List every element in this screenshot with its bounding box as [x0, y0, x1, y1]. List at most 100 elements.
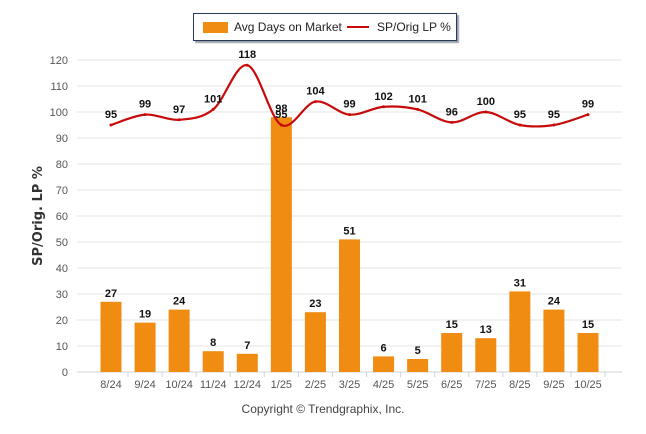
line-point [109, 123, 113, 127]
bar-series [100, 117, 599, 372]
x-axis-ticks: 8/24 9/24 10/24 11/24 12/24 1/25 2/25 3/25 4/25 5… [100, 372, 606, 391]
line-data-label: 95 [514, 109, 526, 121]
line-point [313, 100, 317, 104]
x-tick-label: 7/25 [475, 379, 496, 391]
bar [202, 351, 224, 372]
bar [441, 333, 463, 372]
x-tick-label: 1/25 [271, 379, 292, 391]
line-data-label: 101 [204, 93, 222, 105]
bar [270, 117, 292, 372]
line-point [518, 123, 522, 127]
y-tick-label: 120 [50, 55, 68, 67]
line-point [586, 113, 590, 117]
bar [373, 356, 395, 372]
bar [577, 333, 599, 372]
y-tick-label: 110 [50, 81, 68, 93]
line-data-label: 97 [173, 104, 185, 116]
line-swatch-icon [347, 26, 369, 28]
line-data-label: 102 [374, 91, 392, 103]
line-data-label: 118 [238, 49, 256, 61]
line-series [109, 63, 590, 128]
bar [543, 309, 565, 372]
legend-item-avg-days[interactable]: Avg Days on Market [203, 14, 342, 40]
bar [100, 301, 122, 372]
line-data-label: 99 [343, 99, 355, 111]
x-tick-label: 10/24 [165, 379, 193, 391]
legend-label: SP/Orig LP % [377, 20, 451, 34]
bar-swatch-icon [203, 21, 228, 33]
y-axis-ticks: 0 10 20 30 40 50 60 70 80 90 100 110 120 [50, 55, 68, 379]
bar [236, 353, 258, 372]
line-point [177, 118, 181, 122]
y-tick-label: 60 [56, 211, 68, 223]
x-tick-label: 4/25 [373, 379, 394, 391]
legend-item-sp-orig-lp[interactable]: SP/Orig LP % [347, 14, 451, 40]
bar-data-label: 23 [309, 298, 321, 310]
legend: Avg Days on Market SP/Orig LP % [193, 13, 457, 41]
copyright-footer: Copyright © Trendgraphix, Inc. [241, 402, 405, 416]
y-tick-label: 30 [56, 289, 68, 301]
bar-data-label: 19 [139, 309, 151, 321]
line-point [245, 63, 249, 67]
bar-data-label: 5 [415, 345, 421, 357]
x-tick-label: 11/24 [200, 379, 227, 391]
line-data-label: 104 [306, 86, 325, 98]
x-tick-label: 10/25 [574, 379, 602, 391]
bar [168, 309, 190, 372]
bar-data-label: 98 [275, 103, 287, 115]
x-tick-label: 8/24 [100, 379, 121, 391]
x-tick-label: 12/24 [234, 379, 262, 391]
bar-data-label: 24 [173, 296, 186, 308]
x-tick-label: 8/25 [509, 379, 530, 391]
line-point [416, 107, 420, 111]
line-point [348, 113, 351, 117]
x-tick-label: 9/25 [543, 379, 564, 391]
x-tick-label: 2/25 [305, 379, 326, 391]
x-tick-label: 9/24 [134, 379, 155, 391]
y-tick-label: 80 [56, 159, 68, 171]
y-tick-label: 10 [56, 341, 68, 353]
y-tick-label: 0 [62, 367, 68, 379]
bar-data-label: 13 [480, 324, 492, 336]
line-point [552, 123, 556, 127]
y-tick-label: 100 [50, 107, 68, 119]
x-tick-label: 3/25 [339, 379, 360, 391]
line-data-label: 99 [139, 99, 151, 111]
bar-data-label: 6 [381, 342, 387, 354]
bar-data-label: 51 [343, 225, 355, 237]
x-tick-label: 6/25 [441, 379, 462, 391]
line-point [211, 107, 215, 111]
y-tick-label: 90 [56, 133, 68, 145]
line-point [450, 120, 454, 124]
line-point [279, 123, 283, 127]
line-data-label: 95 [548, 109, 560, 121]
y-tick-label: 50 [56, 237, 68, 249]
line-data-label: 96 [446, 106, 458, 118]
line-point [382, 105, 386, 109]
bar-data-labels: 27 19 24 8 7 98 23 51 6 5 15 13 31 24 15 [105, 103, 594, 357]
line-data-label: 95 [105, 109, 117, 121]
bar-data-label: 15 [446, 319, 458, 331]
line-data-label: 100 [477, 96, 495, 108]
bar [407, 359, 429, 372]
line-data-label: 101 [408, 93, 426, 105]
y-tick-label: 40 [56, 263, 68, 275]
bar-data-label: 24 [548, 296, 561, 308]
bar-data-label: 8 [210, 337, 216, 349]
bar [475, 338, 497, 372]
line-point [484, 110, 488, 114]
bar-data-label: 27 [105, 288, 117, 300]
line-data-label: 99 [582, 99, 594, 111]
legend-label: Avg Days on Market [234, 20, 342, 34]
line-data-label: 95 [275, 109, 287, 121]
line-point [143, 113, 147, 117]
bar [304, 312, 326, 372]
y-axis-title: SP/Orig. LP % [31, 166, 46, 266]
line-data-labels: 95 99 97 101 118 95 104 99 102 101 96 100 95 95 99 [105, 49, 594, 121]
bar-data-label: 7 [244, 340, 250, 352]
bar [339, 239, 360, 372]
bar-data-label: 31 [514, 277, 526, 289]
y-tick-label: 20 [56, 315, 68, 327]
y-tick-label: 70 [56, 185, 68, 197]
